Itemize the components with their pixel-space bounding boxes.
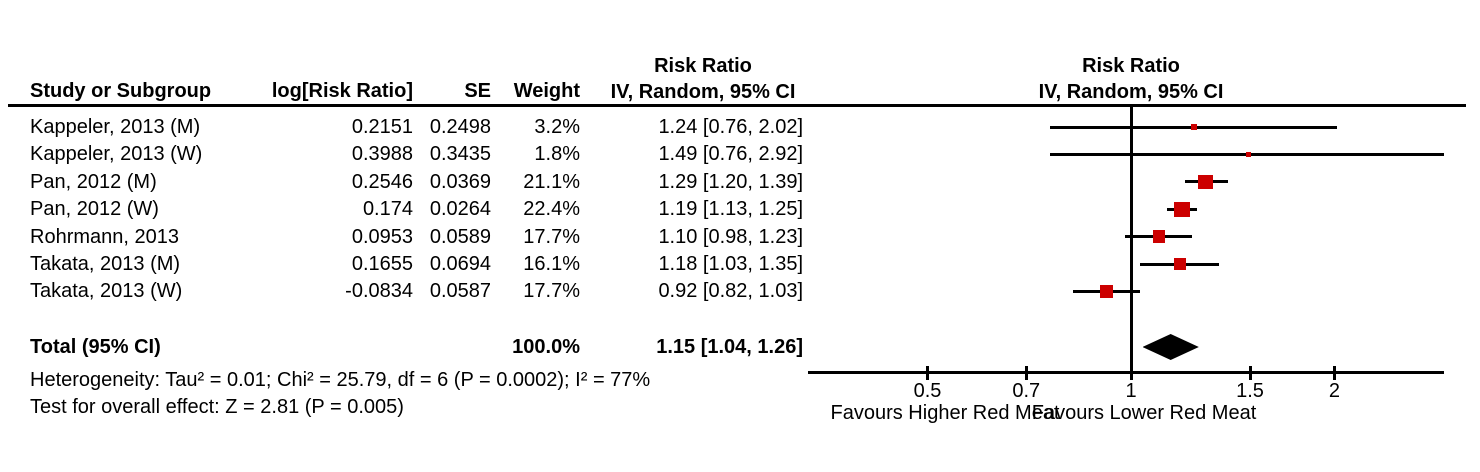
log-rr-cell: 0.0953 [351, 225, 413, 248]
effect-size-marker [1152, 230, 1166, 244]
axis-tick [1024, 365, 1028, 380]
header-underline [8, 104, 1466, 107]
weight-cell: 17.7% [523, 225, 580, 248]
log-rr-cell: 0.2151 [351, 116, 413, 138]
effect-size-marker [1191, 124, 1197, 130]
se-cell: 0.0369 [429, 170, 491, 193]
log-rr-cell: 0.174 [362, 198, 413, 221]
study-cell: Kappeler, 2013 (M) [30, 116, 201, 138]
se-cell: 0.0589 [429, 225, 491, 248]
total-diamond [1142, 334, 1199, 360]
se-cell: 0.0587 [429, 280, 491, 303]
favours-right-label: Favours Lower Red Meat [1031, 402, 1257, 424]
study-cell: Pan, 2012 (M) [30, 170, 157, 193]
log-rr-column-header: log[Risk Ratio] [271, 80, 413, 102]
weight-cell: 22.4% [523, 198, 580, 221]
total-label: Total (95% CI) [30, 336, 161, 358]
log-rr-cell: 0.2546 [351, 170, 413, 193]
axis-tick [1332, 365, 1336, 380]
total-weight: 100.0% [512, 336, 580, 358]
axis-tick-label: 0.7 [1012, 380, 1041, 402]
estimate-cell: 1.24 [0.76, 2.02] [658, 116, 803, 138]
effect-size-marker [1100, 284, 1113, 298]
study-cell: Takata, 2013 (M) [30, 253, 181, 275]
estimate-cell: 1.10 [0.98, 1.23] [658, 225, 803, 248]
log-rr-cell: 0.3988 [351, 143, 413, 166]
estimate-cell: 1.19 [1.13, 1.25] [658, 198, 803, 221]
study-cell: Takata, 2013 (W) [30, 280, 183, 303]
se-column-header: SE [464, 80, 491, 102]
effect-size-marker [1173, 257, 1186, 271]
overall-effect-text: Test for overall effect: Z = 2.81 (P = 0… [30, 396, 404, 418]
estimate-cell: 0.92 [0.82, 1.03] [658, 280, 803, 303]
plot-column-title: Risk Ratio [1082, 55, 1180, 77]
heterogeneity-text: Heterogeneity: Tau² = 0.01; Chi² = 25.79… [30, 369, 651, 391]
axis-tick [1129, 365, 1133, 380]
log-rr-cell: 0.1655 [351, 253, 413, 275]
plot-column-method: IV, Random, 95% CI [1038, 81, 1224, 103]
se-cell: 0.0694 [429, 253, 491, 275]
null-effect-reference-line [1130, 106, 1133, 380]
weight-cell: 17.7% [523, 280, 580, 303]
total-estimate: 1.15 [1.04, 1.26] [656, 336, 803, 358]
effect-size-marker [1174, 201, 1190, 217]
estimate-cell: 1.49 [0.76, 2.92] [658, 143, 803, 166]
weight-cell: 1.8% [534, 143, 580, 166]
se-cell: 0.3435 [429, 143, 491, 166]
weight-cell: 16.1% [523, 253, 580, 275]
se-cell: 0.2498 [429, 116, 491, 138]
estimate-cell: 1.18 [1.03, 1.35] [658, 253, 803, 275]
effect-size-marker [1245, 151, 1251, 157]
se-cell: 0.0264 [429, 198, 491, 221]
axis-tick [926, 365, 929, 380]
log-rr-cell: -0.0834 [345, 280, 413, 303]
study-cell: Kappeler, 2013 (W) [30, 143, 203, 166]
study-column-header: Study or Subgroup [30, 80, 212, 102]
axis-tick-label: 2 [1328, 380, 1341, 402]
weight-cell: 21.1% [523, 170, 580, 193]
effect-column-title: Risk Ratio [654, 55, 752, 77]
axis-tick-label: 0.5 [913, 380, 942, 402]
x-axis-line [808, 371, 1444, 374]
axis-tick [1248, 365, 1252, 380]
axis-tick-label: 1.5 [1236, 380, 1264, 402]
effect-size-marker [1198, 174, 1214, 190]
estimate-cell: 1.29 [1.20, 1.39] [658, 170, 803, 193]
favours-left-label: Favours Higher Red Meat [830, 402, 1060, 424]
weight-column-header: Weight [513, 80, 580, 102]
axis-tick-label: 1 [1125, 380, 1137, 402]
study-cell: Pan, 2012 (W) [30, 198, 159, 221]
study-cell: Rohrmann, 2013 [30, 225, 179, 248]
weight-cell: 3.2% [534, 116, 580, 138]
effect-column-method: IV, Random, 95% CI [610, 81, 796, 103]
